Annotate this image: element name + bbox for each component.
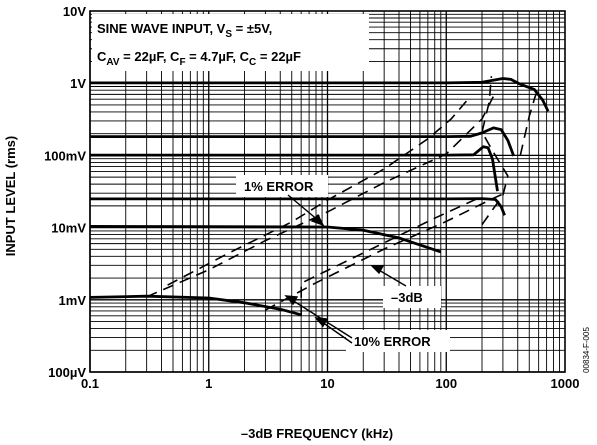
y-tick-label: 10mV [51,221,86,236]
series-line [89,294,302,317]
y-tick-label: 1mV [59,293,87,308]
error-curve [265,191,507,311]
series-line [90,145,499,192]
x-axis-title: –3dB FREQUENCY (kHz) [241,426,393,441]
y-tick-label: 10V [63,4,86,19]
error-curve [519,87,540,156]
figure-id: 00834-F-005 [582,327,591,373]
y-tick-label: 100mV [44,148,86,163]
arrow-1pct-head [310,213,325,227]
cond-c1: C [97,49,107,64]
conditions-line-2: CAV = 22µF, CF = 4.7µF, CC = 22µF [97,49,301,68]
error-curve [167,97,470,286]
annotation-3db-bg [383,286,441,308]
annotation-3db: –3dB [391,290,423,305]
cond-s2: F [179,57,185,68]
arrow-10pct-head-a [284,295,299,306]
arrow-10pct-line-b [321,321,353,344]
x-tick-labels: 0.1 1 10 100 1000 [81,376,580,391]
error-curve [146,91,497,298]
cond-s3: C [249,57,256,68]
series-line [90,77,550,112]
cond-v1: = 22µF, C [120,49,180,64]
x-tick-label: 1 [205,376,212,391]
conditions-line-1-b: = ±5V, [232,21,272,36]
annotation-10pct-bg [346,330,450,352]
arrow-3db-head [370,265,385,275]
annotation-1pct-bg [236,175,328,197]
series-line [89,224,442,254]
conditions-box-bg [92,14,369,71]
arrow-3db-line [376,268,407,287]
annotation-1pct-error: 1% ERROR [244,179,314,194]
series-line [90,126,516,157]
x-tick-label: 0.1 [81,376,99,391]
error-curves [146,76,540,316]
cond-s1: AV [106,57,119,68]
plot-frame [89,10,566,373]
arrow-1pct-line [287,194,320,222]
error-curve [481,76,509,226]
conditions-line-1-a: SINE WAVE INPUT, V [97,21,226,36]
error-curve [300,195,483,316]
series-line [90,197,506,216]
y-axis-title: INPUT LEVEL (rms) [3,136,18,256]
y-tick-label: 100µV [48,365,86,380]
conditions-vs-sub: S [225,29,232,40]
x-tick-label: 100 [435,376,457,391]
annotation-arrows [284,194,407,344]
cond-v2: = 4.7µF, C [186,49,250,64]
annotation-10pct-error: 10% ERROR [354,334,431,349]
arrow-10pct-head-b [314,317,329,328]
y-tick-labels: 10V 1V 100mV 10mV 1mV 100µV [44,4,86,380]
conditions-line-1: SINE WAVE INPUT, VS = ±5V, [97,21,272,40]
cond-v3: = 22µF [256,49,301,64]
x-tick-label: 1000 [551,376,580,391]
x-tick-label: 10 [320,376,334,391]
y-tick-label: 1V [70,76,86,91]
series-lines [89,77,550,317]
